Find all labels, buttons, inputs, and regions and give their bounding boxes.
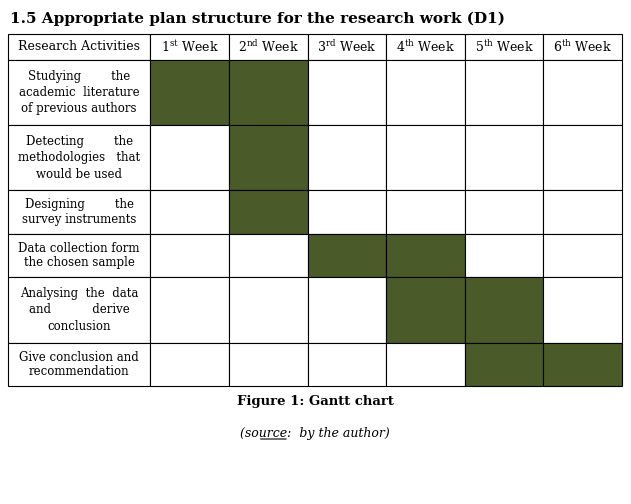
Bar (308, 234, 386, 277)
Text: survey instruments: survey instruments (22, 213, 136, 226)
Bar (308, 125, 386, 191)
Text: methodologies   that: methodologies that (18, 151, 140, 164)
Bar (229, 343, 308, 386)
Bar (229, 234, 308, 277)
Text: $\mathregular{5^{th}}$ Week: $\mathregular{5^{th}}$ Week (475, 39, 534, 55)
Bar (543, 277, 622, 343)
Bar (386, 125, 465, 191)
Text: $\mathregular{2^{nd}}$ Week: $\mathregular{2^{nd}}$ Week (238, 39, 299, 55)
Text: conclusion: conclusion (47, 320, 111, 333)
Bar (229, 60, 308, 125)
Text: recommendation: recommendation (29, 365, 129, 378)
Bar (465, 125, 543, 191)
Bar (8, 60, 150, 125)
Bar (229, 125, 308, 191)
Bar (308, 191, 386, 234)
Text: Detecting        the: Detecting the (26, 135, 133, 148)
Bar (8, 191, 150, 234)
Text: and           derive: and derive (29, 303, 129, 317)
Bar (543, 343, 622, 386)
Bar (229, 277, 308, 343)
Text: Data collection form: Data collection form (18, 242, 140, 255)
Text: Designing        the: Designing the (25, 199, 134, 211)
Bar (465, 234, 543, 277)
Bar (308, 343, 386, 386)
Bar (386, 234, 465, 277)
Bar (150, 191, 229, 234)
Bar (150, 60, 229, 125)
Text: Figure 1: Gantt chart: Figure 1: Gantt chart (237, 396, 394, 409)
Bar (386, 191, 465, 234)
Bar (150, 277, 229, 343)
Text: would be used: would be used (36, 168, 122, 180)
Text: $\mathregular{6^{th}}$ Week: $\mathregular{6^{th}}$ Week (553, 39, 612, 55)
Bar (465, 343, 543, 386)
Bar (150, 34, 229, 60)
Bar (386, 277, 465, 343)
Bar (8, 343, 150, 386)
Bar (8, 277, 150, 343)
Bar (465, 277, 543, 343)
Bar (229, 34, 308, 60)
Text: Give conclusion and: Give conclusion and (20, 350, 139, 363)
Bar (543, 34, 622, 60)
Text: Analysing  the  data: Analysing the data (20, 287, 138, 300)
Bar (308, 60, 386, 125)
Bar (8, 34, 150, 60)
Text: (source:  by the author): (source: by the author) (240, 427, 390, 440)
Bar (386, 343, 465, 386)
Text: 1.5 Appropriate plan structure for the research work (D1): 1.5 Appropriate plan structure for the r… (10, 12, 505, 26)
Text: $\mathregular{1^{st}}$ Week: $\mathregular{1^{st}}$ Week (161, 39, 218, 55)
Bar (543, 191, 622, 234)
Bar (8, 234, 150, 277)
Bar (8, 125, 150, 191)
Text: $\mathregular{4^{th}}$ Week: $\mathregular{4^{th}}$ Week (396, 39, 455, 55)
Bar (150, 125, 229, 191)
Bar (543, 125, 622, 191)
Bar (543, 234, 622, 277)
Bar (229, 191, 308, 234)
Text: Studying        the: Studying the (28, 70, 131, 83)
Bar (308, 277, 386, 343)
Text: of previous authors: of previous authors (21, 102, 137, 115)
Text: $\mathregular{3^{rd}}$ Week: $\mathregular{3^{rd}}$ Week (317, 39, 377, 55)
Bar (465, 60, 543, 125)
Bar (465, 191, 543, 234)
Bar (150, 234, 229, 277)
Bar (386, 34, 465, 60)
Bar (308, 34, 386, 60)
Bar (150, 343, 229, 386)
Text: Research Activities: Research Activities (18, 40, 140, 53)
Text: academic  literature: academic literature (19, 86, 139, 99)
Bar (543, 60, 622, 125)
Bar (386, 60, 465, 125)
Bar (465, 34, 543, 60)
Text: the chosen sample: the chosen sample (24, 257, 134, 269)
